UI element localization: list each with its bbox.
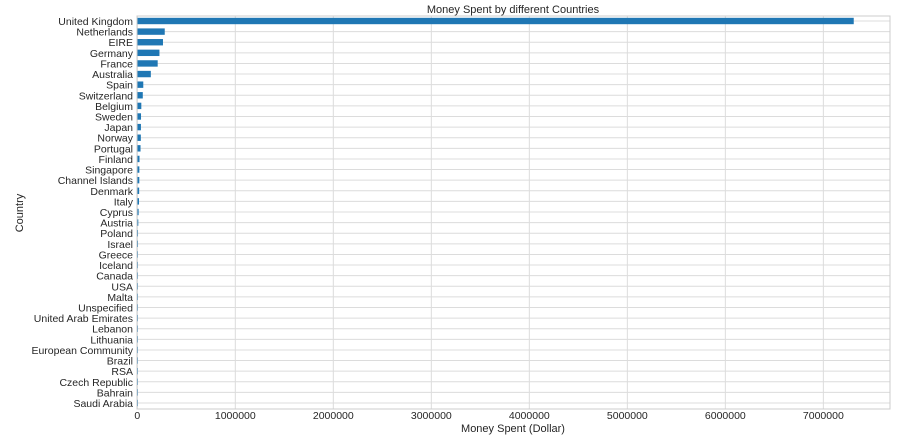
y-tick-label: Poland [100, 228, 133, 240]
y-tick-label: Israel [107, 239, 133, 251]
plot-frame [136, 15, 891, 410]
y-tick-label: Spain [106, 80, 133, 92]
y-tick-label: France [100, 58, 133, 70]
y-tick-label: Austria [100, 218, 133, 230]
y-tick-label: Denmark [90, 186, 133, 198]
bar-norway [137, 134, 141, 141]
bar-lebanon [137, 325, 138, 332]
y-tick-label: Brazil [107, 356, 133, 368]
y-tick-label: Greece [99, 249, 134, 261]
bar-singapore [137, 166, 140, 173]
y-tick-label: Malta [107, 292, 133, 304]
y-tick-label: Sweden [95, 112, 133, 124]
y-tick-label: Saudi Arabia [73, 398, 133, 410]
bar-france [137, 60, 158, 67]
bar-netherlands [137, 28, 165, 35]
bar-switzerland [137, 92, 143, 99]
y-tick-label: Lithuania [90, 334, 133, 346]
bar-united-arab-emirates [137, 314, 138, 322]
bar-saudi-arabia [137, 399, 138, 407]
x-tick-label: 5000000 [607, 410, 648, 422]
bar-greece [137, 251, 138, 258]
x-axis-label: Money Spent (Dollar) [461, 423, 565, 435]
bar-canada [137, 272, 138, 279]
y-tick-label: United Kingdom [58, 16, 133, 28]
bar-germany [137, 49, 160, 57]
y-tick-label: Australia [92, 69, 133, 81]
bar-usa [137, 283, 138, 290]
y-tick-label: RSA [111, 366, 133, 378]
bar-european-community [137, 346, 138, 354]
y-tick-label: Canada [96, 271, 133, 283]
y-tick-label: Netherlands [76, 27, 133, 39]
y-tick-label: Finland [99, 154, 134, 166]
bar-cyprus [137, 208, 139, 216]
bar-sweden [137, 113, 142, 120]
bar-finland [137, 155, 140, 163]
bar-lithuania [137, 336, 138, 343]
x-tick-label: 7000000 [803, 410, 844, 422]
bar-australia [137, 70, 151, 78]
y-tick-label: Singapore [85, 165, 133, 177]
bar-austria [137, 219, 139, 226]
x-tick-label: 2000000 [313, 410, 354, 422]
y-tick-labels: United KingdomNetherlandsEIREGermanyFran… [31, 16, 133, 410]
y-tick-label: Unspecified [78, 303, 133, 315]
y-tick-label: Belgium [95, 101, 133, 113]
y-axis-label: Country [14, 193, 26, 232]
y-tick-label: Iceland [99, 260, 133, 272]
x-tick-label: 6000000 [705, 410, 746, 422]
y-tick-label: Switzerland [79, 90, 133, 102]
y-tick-label: Italy [114, 196, 134, 208]
bar-poland [137, 230, 139, 237]
x-tick-labels: 0 1000000 2000000 3000000 4000000 5000000 6000… [134, 410, 844, 422]
bar-channel-islands [137, 176, 140, 184]
bar-italy [137, 198, 140, 205]
bar-united-kingdom [137, 17, 854, 25]
y-tick-label: European Community [31, 345, 133, 357]
bar-denmark [137, 187, 140, 194]
y-tick-label: EIRE [108, 37, 133, 49]
y-tick-label: Norway [97, 133, 133, 145]
bar-czech-republic [137, 378, 138, 385]
bar-malta [137, 293, 138, 301]
y-tick-label: Cyprus [100, 207, 133, 219]
bar-eire [137, 39, 163, 46]
x-tick-label: 3000000 [411, 410, 452, 422]
x-tick-label: 4000000 [509, 410, 550, 422]
bar-brazil [137, 357, 138, 364]
x-tick-label: 1000000 [215, 410, 256, 422]
y-tick-label: Portugal [94, 143, 133, 155]
bars [137, 17, 854, 407]
bar-bahrain [137, 389, 138, 396]
y-tick-label: United Arab Emirates [34, 313, 133, 325]
bar-portugal [137, 145, 141, 152]
y-tick-label: USA [111, 281, 133, 293]
bar-rsa [137, 367, 138, 375]
y-tick-label: Germany [90, 48, 134, 60]
grid [136, 16, 890, 409]
x-tick-label: 0 [134, 410, 140, 422]
chart-title: Money Spent by different Countries [427, 4, 600, 16]
bar-iceland [137, 261, 138, 269]
y-tick-label: Japan [104, 122, 133, 134]
y-tick-label: Channel Islands [58, 175, 133, 187]
bar-spain [137, 81, 144, 88]
y-tick-label: Lebanon [92, 324, 133, 336]
y-tick-label: Bahrain [97, 387, 133, 399]
bar-unspecified [137, 304, 138, 311]
bar-japan [137, 123, 141, 131]
y-tick-label: Czech Republic [59, 377, 133, 389]
bar-belgium [137, 102, 142, 110]
bar-israel [137, 240, 139, 248]
